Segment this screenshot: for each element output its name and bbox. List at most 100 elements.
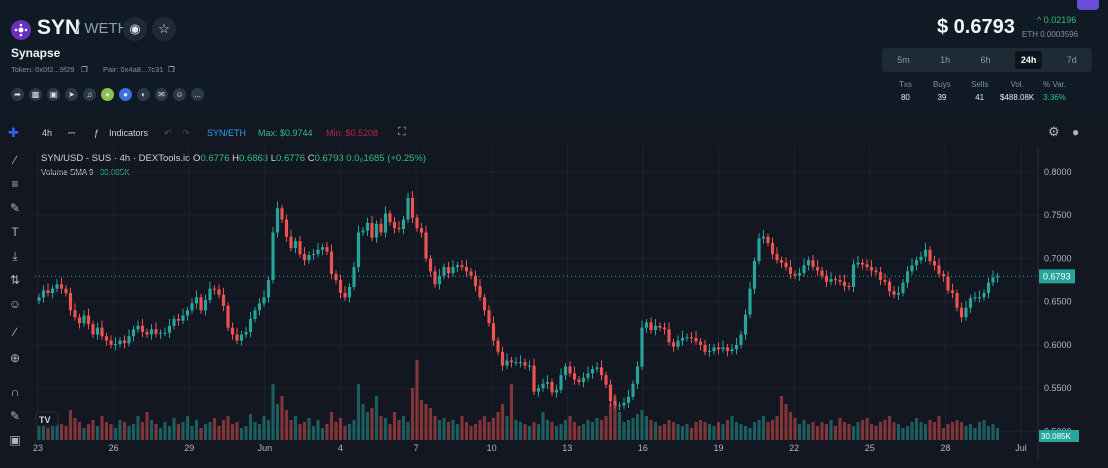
tf-6h[interactable]: 6h xyxy=(980,55,991,65)
volume-bar xyxy=(802,420,806,440)
fib-icon[interactable]: ≡ xyxy=(11,177,19,191)
candle-body xyxy=(370,222,374,238)
chart-icon[interactable]: ▩ xyxy=(29,88,42,101)
candle-body xyxy=(802,265,806,274)
undo-icon[interactable]: ↶ xyxy=(164,128,172,138)
fullscreen-icon[interactable]: ⛶ xyxy=(398,126,406,138)
candle-body xyxy=(550,382,554,393)
volume-bar xyxy=(379,416,383,440)
volume-bar xyxy=(370,408,374,440)
volume-bar xyxy=(514,420,518,440)
x-tick-label: Jun xyxy=(258,443,273,453)
lock-drawing-icon[interactable]: ✎ xyxy=(9,409,21,423)
volume-bar xyxy=(343,426,347,440)
lock-icon[interactable]: ▣ xyxy=(9,433,21,447)
feedback-tab[interactable] xyxy=(1077,0,1099,10)
indicators-icon[interactable]: ƒ xyxy=(94,128,100,138)
text-icon[interactable]: T xyxy=(11,225,19,239)
token-address: Token: 0x0f2...9f29 xyxy=(11,65,75,74)
tf-24h[interactable]: 24h xyxy=(1014,51,1043,69)
volume-bar xyxy=(176,424,181,440)
volume-bar xyxy=(505,416,509,440)
token-header: SYN / WETH ◉ ☆ Synapse Token: 0x0f2...9f… xyxy=(0,0,1108,120)
copy-icon[interactable]: ❐ xyxy=(168,65,175,74)
candle-body xyxy=(298,241,302,255)
candle-body xyxy=(905,271,910,283)
candle-body xyxy=(977,297,982,299)
magnet-icon[interactable]: ∩ xyxy=(10,385,20,399)
volume-bar xyxy=(64,426,68,440)
candle-body xyxy=(347,286,352,298)
website-icon[interactable]: ▣ xyxy=(47,88,60,101)
candle-body xyxy=(514,362,518,364)
candle-body xyxy=(329,251,334,274)
binoculars-icon[interactable]: ◉ xyxy=(123,17,147,41)
settings-gear-icon[interactable]: ⚙ xyxy=(1048,124,1060,139)
candle-body xyxy=(869,267,874,271)
camera-icon[interactable]: ● xyxy=(1072,125,1080,139)
candle-body xyxy=(901,282,905,293)
interval-button[interactable]: 4h xyxy=(42,128,53,138)
crosshair-icon[interactable]: ✚ xyxy=(8,125,19,140)
y-tick-label: 0.6000 xyxy=(1044,340,1072,350)
volume-bar xyxy=(154,424,158,440)
telegram-icon[interactable]: ➤ xyxy=(65,88,78,101)
volume-bar xyxy=(167,426,172,440)
candle-body xyxy=(235,334,239,341)
candle-body xyxy=(932,261,937,266)
volume-bar xyxy=(874,426,878,440)
volume-bar xyxy=(559,424,563,440)
volume-bar xyxy=(937,416,941,440)
volume-bar xyxy=(541,412,545,440)
coin-icon[interactable]: ● xyxy=(101,88,114,101)
twitter-icon[interactable]: ♫ xyxy=(83,88,96,101)
volume-bar xyxy=(901,428,905,440)
copy-icon[interactable]: ❐ xyxy=(81,65,88,74)
stat-sells: Sells 41 xyxy=(971,80,989,102)
forecast-icon[interactable]: ⇅ xyxy=(9,273,21,287)
tf-7d[interactable]: 7d xyxy=(1066,55,1077,65)
candle-body xyxy=(986,282,991,293)
volume-bar xyxy=(865,418,869,440)
volume-bar xyxy=(590,422,595,440)
discord-icon[interactable]: ☺ xyxy=(173,88,186,101)
candle-body xyxy=(545,382,550,384)
zoom-in-icon[interactable]: ⊕ xyxy=(9,351,21,365)
pattern-icon[interactable]: ⤓ xyxy=(12,249,18,263)
brush-icon[interactable]: ✎ xyxy=(9,201,21,215)
redo-icon[interactable]: ↷ xyxy=(182,128,190,138)
x-tick-label: 16 xyxy=(638,443,648,453)
volume-bar xyxy=(766,422,770,440)
candle-body xyxy=(113,344,118,346)
favorite-star-icon[interactable]: ☆ xyxy=(152,17,176,41)
volume-bar xyxy=(73,418,77,440)
candle-body xyxy=(316,249,320,255)
cg-icon[interactable]: ● xyxy=(119,88,132,101)
candlestick-chart[interactable]: 0.80000.75000.70000.65000.60000.55000.50… xyxy=(30,120,1108,468)
tf-1h[interactable]: 1h xyxy=(940,55,951,65)
volume-bar xyxy=(775,416,779,440)
ruler-icon[interactable]: ∕ xyxy=(13,325,16,339)
max-price: Max: $0.9744 xyxy=(258,128,313,138)
pair-switch[interactable]: SYN/ETH xyxy=(207,128,247,138)
volume-bar xyxy=(410,388,415,440)
volume-bar xyxy=(325,424,329,440)
volume-bar xyxy=(451,420,455,440)
volume-bar xyxy=(248,414,253,440)
trend-line-icon[interactable]: ∕ xyxy=(13,153,16,167)
indicators-button[interactable]: Indicators xyxy=(109,128,149,138)
tf-5m[interactable]: 5m xyxy=(897,55,910,65)
emoji-icon[interactable]: ☺ xyxy=(8,297,22,311)
candle-body xyxy=(388,213,392,223)
share-icon[interactable]: ➦ xyxy=(11,88,24,101)
candle-body xyxy=(383,213,388,233)
candle-type-icon[interactable]: ⎓ xyxy=(68,128,76,138)
volume-bar xyxy=(689,428,694,440)
candle-body xyxy=(500,351,505,366)
candle-body xyxy=(959,307,964,318)
volume-bar xyxy=(563,420,568,440)
mail-icon[interactable]: ✉ xyxy=(155,88,168,101)
more-icon[interactable]: ... xyxy=(191,88,204,101)
globe-icon[interactable]: ◐ xyxy=(137,88,150,101)
volume-bar xyxy=(712,426,716,440)
